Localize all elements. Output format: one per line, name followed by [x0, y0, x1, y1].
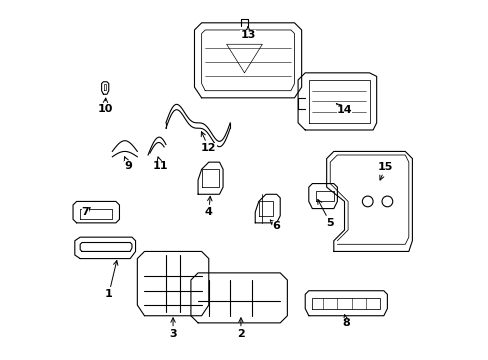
Text: 10: 10 — [97, 98, 113, 113]
Text: 6: 6 — [270, 220, 280, 231]
Text: 7: 7 — [81, 207, 90, 217]
Text: 11: 11 — [152, 157, 168, 171]
Text: 1: 1 — [104, 261, 118, 299]
Text: 15: 15 — [377, 162, 392, 180]
Text: 14: 14 — [336, 104, 352, 115]
Text: 13: 13 — [240, 27, 255, 40]
Text: 3: 3 — [169, 318, 177, 339]
Text: 4: 4 — [204, 196, 212, 217]
Text: 5: 5 — [317, 199, 333, 228]
Text: 9: 9 — [124, 157, 132, 171]
Text: 8: 8 — [342, 315, 349, 328]
Text: 2: 2 — [237, 318, 244, 339]
Text: 12: 12 — [201, 132, 216, 153]
